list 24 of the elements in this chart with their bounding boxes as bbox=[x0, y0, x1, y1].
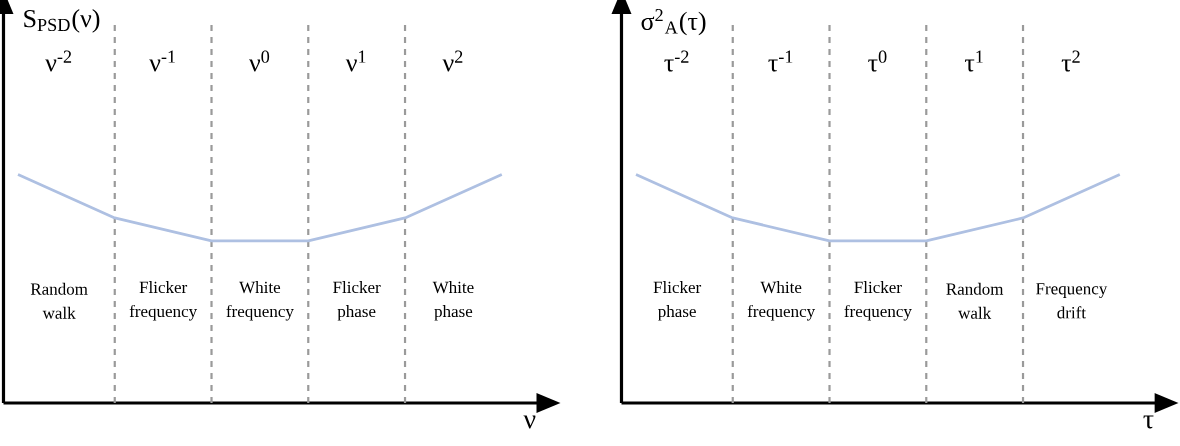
text: ν$^{2}$ bbox=[442, 50, 463, 72]
annotation: White frequency bbox=[226, 281, 294, 321]
text: τ$^{-1}$ bbox=[768, 50, 793, 72]
annotation: Flicker frequency bbox=[129, 281, 198, 321]
text: ν$^{-1}$ bbox=[149, 50, 175, 72]
text: τ$^{1}$ bbox=[964, 50, 983, 72]
annotation: White phase bbox=[432, 281, 474, 321]
annotation: Random walk bbox=[30, 282, 88, 319]
x-axis-title: τ bbox=[1143, 415, 1154, 429]
annotation: Flicker frequency bbox=[844, 281, 912, 321]
annotation: Flicker phase bbox=[653, 281, 702, 321]
annotation: Random walk bbox=[946, 282, 1004, 319]
text: τ$^{-2}$ bbox=[664, 50, 689, 72]
y-axis-title: σ$^{2}$$_{A}$(τ) bbox=[641, 9, 706, 36]
text: τ$^{2}$ bbox=[1061, 50, 1080, 72]
text: ν$^{1}$ bbox=[345, 50, 366, 72]
y-axis-title: S$_{PSD}$(ν) bbox=[24, 9, 100, 33]
annotation: Frequency drift bbox=[1036, 283, 1108, 319]
text: ν$^{0}$ bbox=[249, 50, 270, 72]
annotation: Flicker phase bbox=[333, 281, 381, 321]
text: τ$^{0}$ bbox=[868, 50, 887, 72]
x-axis-title: ν bbox=[523, 415, 536, 429]
annotation: White frequency bbox=[747, 281, 816, 321]
text: ν$^{-2}$ bbox=[45, 50, 72, 72]
